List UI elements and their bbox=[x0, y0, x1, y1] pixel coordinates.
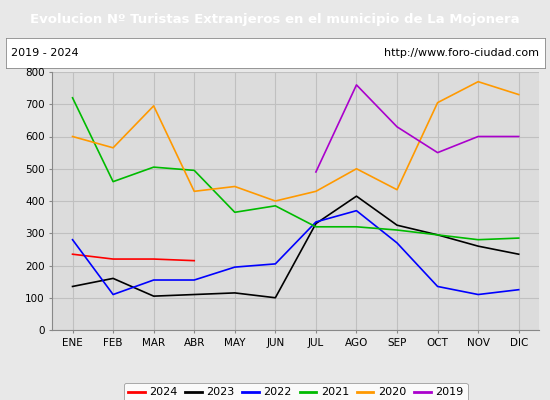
Text: Evolucion Nº Turistas Extranjeros en el municipio de La Mojonera: Evolucion Nº Turistas Extranjeros en el … bbox=[30, 12, 520, 26]
Legend: 2024, 2023, 2022, 2021, 2020, 2019: 2024, 2023, 2022, 2021, 2020, 2019 bbox=[124, 383, 468, 400]
Text: 2019 - 2024: 2019 - 2024 bbox=[11, 48, 79, 58]
Text: http://www.foro-ciudad.com: http://www.foro-ciudad.com bbox=[384, 48, 539, 58]
